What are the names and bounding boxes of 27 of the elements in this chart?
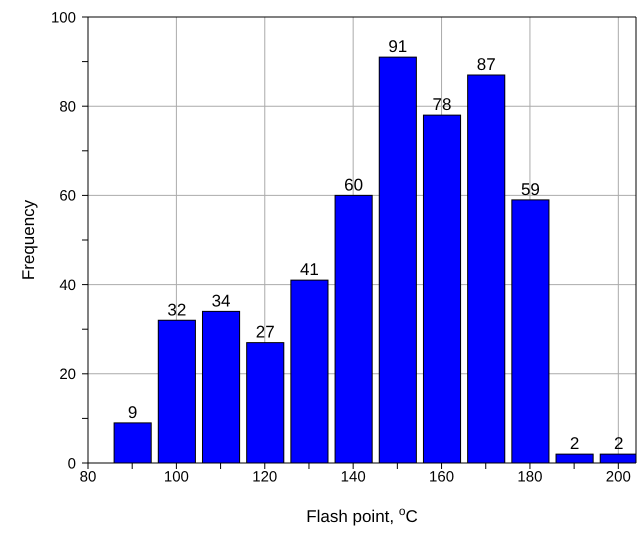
data-label: 27 — [256, 322, 275, 342]
x-tick-label: 120 — [252, 468, 278, 486]
x-tick-label: 180 — [517, 468, 542, 486]
x-axis-title: Flash point, $^{o}$C — [306, 504, 418, 526]
x-tick-label: 80 — [80, 468, 96, 486]
y-tick-label: 60 — [59, 188, 76, 205]
data-label: 91 — [388, 37, 408, 56]
x-tick-label: 100 — [164, 468, 189, 486]
y-tick-label: 40 — [59, 276, 76, 294]
data-label: 59 — [520, 180, 540, 199]
data-label: 34 — [212, 291, 231, 310]
data-label: 41 — [300, 260, 319, 280]
data-label: 87 — [476, 54, 496, 74]
data-label: 2 — [614, 434, 624, 454]
data-label: 78 — [432, 95, 452, 114]
y-axis-title: Frequency — [19, 199, 38, 280]
data-label: 9 — [128, 402, 138, 422]
y-tick-label: 80 — [59, 98, 76, 116]
x-tick-label: 160 — [429, 468, 454, 486]
y-tick-label: 100 — [50, 9, 76, 26]
data-label: 2 — [570, 434, 580, 454]
data-label: 60 — [344, 175, 364, 194]
data-label: 32 — [167, 300, 186, 320]
y-tick-label: 20 — [59, 366, 76, 384]
y-tick-label: 0 — [68, 455, 76, 472]
x-tick-label: 200 — [606, 468, 631, 486]
x-tick-label: 140 — [340, 468, 366, 486]
